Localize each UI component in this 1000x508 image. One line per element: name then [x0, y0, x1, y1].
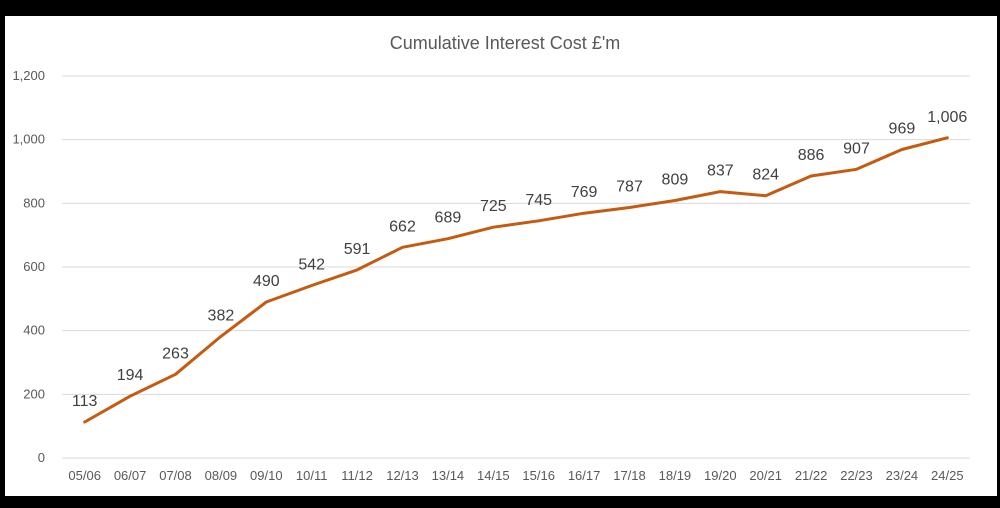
data-label: 725: [480, 198, 507, 215]
y-axis-ticks: 0 200 400 600 800 1,000 1,200: [12, 68, 45, 465]
x-axis-ticks: 05/06 06/07 07/08 08/09 09/10 10/11 11/12 12/13…: [68, 468, 963, 483]
data-label: 907: [843, 140, 870, 157]
x-tick-label: 12/13: [386, 468, 419, 483]
x-tick-label: 24/25: [931, 468, 964, 483]
data-label: 809: [662, 171, 689, 188]
data-label: 194: [117, 367, 144, 384]
y-tick-label: 1,000: [12, 132, 45, 147]
x-tick-label: 16/17: [568, 468, 601, 483]
y-tick-label: 400: [23, 323, 45, 338]
x-tick-label: 15/16: [522, 468, 555, 483]
x-tick-label: 19/20: [704, 468, 737, 483]
data-label: 689: [435, 210, 462, 227]
chart-frame: 0 200 400 600 800 1,000 1,200 05/06 06/07 07/08 0…: [5, 16, 997, 496]
x-tick-label: 20/21: [749, 468, 782, 483]
data-label: 1,006: [927, 109, 967, 126]
data-label: 745: [525, 192, 552, 209]
x-tick-label: 09/10: [250, 468, 283, 483]
data-label: 662: [389, 218, 416, 235]
x-tick-label: 10/11: [296, 468, 328, 483]
data-label: 969: [889, 121, 916, 138]
chart-title: Cumulative Interest Cost £'m: [390, 33, 621, 53]
x-tick-label: 23/24: [886, 468, 919, 483]
data-label: 591: [344, 241, 371, 258]
x-tick-label: 14/15: [477, 468, 510, 483]
data-label: 263: [162, 345, 189, 362]
x-tick-label: 07/08: [159, 468, 192, 483]
x-tick-label: 11/12: [341, 468, 373, 483]
y-tick-label: 0: [38, 450, 45, 465]
x-tick-label: 21/22: [795, 468, 828, 483]
x-tick-label: 17/18: [613, 468, 646, 483]
x-tick-label: 05/06: [68, 468, 101, 483]
data-label: 837: [707, 163, 734, 180]
data-label: 886: [798, 147, 825, 164]
y-tick-label: 200: [23, 386, 45, 401]
x-tick-label: 06/07: [114, 468, 147, 483]
series-line: [83, 136, 949, 424]
y-tick-label: 600: [23, 259, 45, 274]
data-label: 824: [752, 167, 779, 184]
data-labels: 113 194 263 382 490 542 591 662 689 725 745 769 787 8…: [72, 109, 967, 410]
y-tick-label: 800: [23, 195, 45, 210]
data-label: 382: [208, 307, 235, 324]
data-label: 542: [298, 256, 325, 273]
y-tick-label: 1,200: [12, 68, 45, 83]
x-tick-label: 13/14: [432, 468, 465, 483]
data-label: 787: [616, 178, 643, 195]
x-tick-label: 22/23: [840, 468, 873, 483]
data-label: 113: [72, 393, 98, 410]
x-tick-label: 18/19: [659, 468, 692, 483]
data-label: 769: [571, 184, 598, 201]
x-tick-label: 08/09: [205, 468, 238, 483]
data-label: 490: [253, 273, 280, 290]
gridlines: [62, 75, 970, 459]
